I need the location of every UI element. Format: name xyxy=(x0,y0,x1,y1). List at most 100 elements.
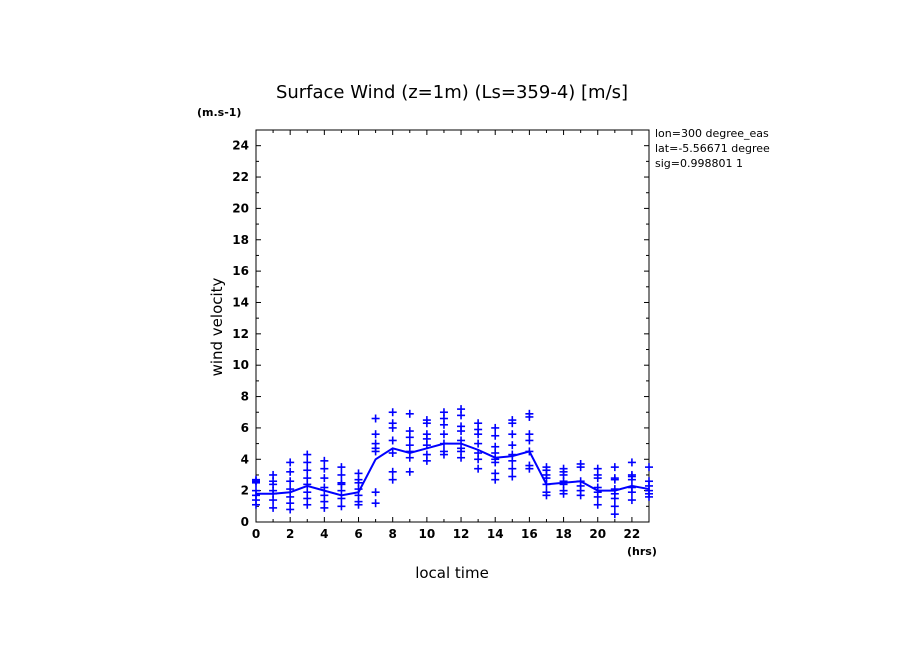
wind-sample-marker xyxy=(303,500,312,509)
wind-sample-marker xyxy=(405,409,414,418)
wind-sample-marker xyxy=(371,414,380,423)
wind-sample-marker xyxy=(508,441,517,450)
wind-sample-marker xyxy=(610,502,619,511)
axes-group xyxy=(255,129,650,523)
wind-sample-marker xyxy=(337,502,346,511)
x-tick-label: 2 xyxy=(286,527,294,541)
wind-sample-marker xyxy=(474,455,483,464)
x-tick-label: 6 xyxy=(354,527,362,541)
wind-sample-marker xyxy=(286,505,295,514)
x-axis-label: local time xyxy=(415,564,489,582)
wind-sample-marker xyxy=(320,503,329,512)
wind-sample-marker xyxy=(303,480,312,489)
wind-sample-marker xyxy=(627,488,636,497)
x-tick-label: 10 xyxy=(419,527,436,541)
x-tick-label: 4 xyxy=(320,527,328,541)
wind-sample-marker xyxy=(320,464,329,473)
wind-sample-marker xyxy=(269,503,278,512)
mean-wind-line xyxy=(256,442,650,497)
wind-sample-marker xyxy=(457,411,466,420)
wind-sample-marker xyxy=(593,500,602,509)
wind-sample-marker xyxy=(457,453,466,462)
wind-sample-marker xyxy=(576,463,585,472)
wind-sample-marker xyxy=(508,419,517,428)
y-tick-label: 2 xyxy=(241,484,249,498)
x-tick-label: 20 xyxy=(589,527,606,541)
wind-sample-marker xyxy=(286,485,295,494)
wind-sample-marker xyxy=(474,464,483,473)
info-lat: lat=-5.56671 degree xyxy=(655,142,770,155)
wind-sample-marker xyxy=(508,430,517,439)
wind-sample-marker xyxy=(320,483,329,492)
wind-sample-marker xyxy=(388,449,397,458)
wind-sample-marker xyxy=(439,450,448,459)
wind-sample-marker xyxy=(593,492,602,501)
chart-title: Surface Wind (z=1m) (Ls=359-4) [m/s] xyxy=(276,82,628,103)
wind-sample-marker xyxy=(388,408,397,417)
wind-sample-marker xyxy=(388,467,397,476)
wind-sample-marker xyxy=(474,439,483,448)
x-unit-label: (hrs) xyxy=(627,545,657,558)
wind-sample-marker xyxy=(320,474,329,483)
y-tick-label: 24 xyxy=(232,139,249,153)
y-tick-label: 18 xyxy=(232,233,249,247)
wind-sample-marker xyxy=(593,474,602,483)
wind-sample-marker xyxy=(508,456,517,465)
wind-sample-marker xyxy=(525,447,534,456)
wind-sample-marker xyxy=(627,458,636,467)
x-tick-label: 0 xyxy=(252,527,260,541)
wind-sample-marker xyxy=(491,458,500,467)
wind-sample-marker xyxy=(303,466,312,475)
y-tick-label: 22 xyxy=(232,170,249,184)
y-tick-label: 0 xyxy=(241,515,249,529)
wind-sample-marker xyxy=(320,456,329,465)
y-tick-label: 10 xyxy=(232,358,249,372)
wind-sample-marker xyxy=(405,467,414,476)
wind-sample-marker xyxy=(457,427,466,436)
wind-sample-marker xyxy=(627,475,636,484)
wind-sample-marker xyxy=(508,464,517,473)
plot-frame xyxy=(255,129,650,523)
wind-sample-marker xyxy=(525,436,534,445)
wind-sample-marker xyxy=(610,463,619,472)
wind-sample-marker xyxy=(491,475,500,484)
wind-sample-marker xyxy=(405,433,414,442)
x-tick-label: 14 xyxy=(487,527,504,541)
wind-sample-marker xyxy=(252,477,260,486)
wind-sample-marker xyxy=(354,500,363,509)
wind-sample-marker xyxy=(491,431,500,440)
wind-sample-marker xyxy=(439,420,448,429)
wind-sample-marker xyxy=(491,423,500,432)
y-tick-label: 12 xyxy=(232,327,249,341)
wind-sample-marker xyxy=(371,499,380,508)
wind-sample-marker xyxy=(354,478,363,487)
wind-sample-marker xyxy=(439,439,448,448)
wind-sample-marker xyxy=(405,453,414,462)
wind-sample-marker xyxy=(388,436,397,445)
wind-sample-marker xyxy=(337,494,346,503)
wind-sample-marker xyxy=(371,430,380,439)
y-tick-label: 20 xyxy=(232,201,249,215)
wind-sample-marker xyxy=(645,463,653,472)
wind-sample-marker xyxy=(422,441,431,450)
x-tick-label: 12 xyxy=(453,527,470,541)
wind-sample-marker xyxy=(610,475,619,484)
wind-sample-marker xyxy=(371,447,380,456)
wind-sample-marker xyxy=(542,491,551,500)
wind-sample-marker xyxy=(627,496,636,505)
x-tick-label: 22 xyxy=(624,527,641,541)
wind-sample-marker xyxy=(269,496,278,505)
wind-sample-marker xyxy=(303,458,312,467)
marks-group xyxy=(252,405,653,519)
y-tick-label: 6 xyxy=(241,421,249,435)
wind-sample-marker xyxy=(576,491,585,500)
x-tick-label: 8 xyxy=(389,527,397,541)
wind-sample-marker xyxy=(269,480,278,489)
wind-sample-marker xyxy=(610,494,619,503)
x-tick-label: 16 xyxy=(521,527,538,541)
wind-sample-marker xyxy=(559,489,568,498)
wind-sample-marker xyxy=(286,477,295,486)
wind-sample-marker xyxy=(337,463,346,472)
